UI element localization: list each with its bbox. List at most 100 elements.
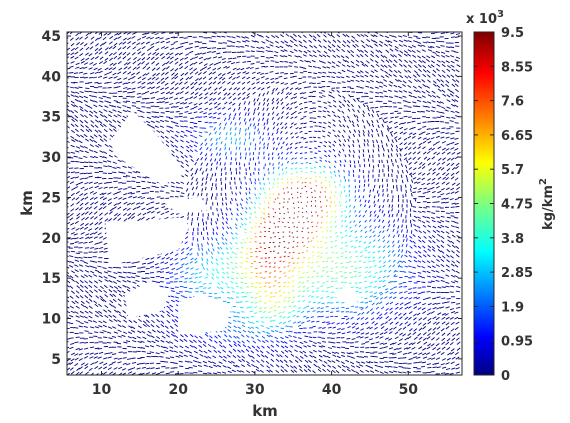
vector-arrow xyxy=(113,192,118,195)
vector-arrow xyxy=(155,116,160,118)
vector-arrow xyxy=(317,315,321,318)
vector-arrow xyxy=(209,97,213,101)
vector-arrow xyxy=(278,290,282,293)
vector-arrow xyxy=(397,102,402,104)
vector-arrow xyxy=(436,351,441,355)
vector-arrow xyxy=(249,241,252,243)
vector-arrow xyxy=(113,114,118,118)
vector-arrow xyxy=(301,266,304,269)
vector-arrow xyxy=(368,241,372,244)
vector-arrow xyxy=(102,324,107,328)
vector-arrow xyxy=(215,237,218,242)
vector-arrow xyxy=(107,160,112,163)
vector-arrow xyxy=(116,342,122,345)
vector-arrow xyxy=(362,129,365,134)
vector-arrow xyxy=(440,240,445,244)
vector-arrow xyxy=(206,193,208,197)
vector-arrow xyxy=(327,351,332,355)
vector-arrow xyxy=(127,331,133,335)
vector-arrow xyxy=(259,350,264,354)
vector-arrow xyxy=(311,251,314,253)
vector-arrow xyxy=(291,275,295,278)
vector-arrow xyxy=(227,107,232,110)
vector-arrow xyxy=(289,142,293,146)
vector-arrow xyxy=(392,264,396,268)
vector-arrow xyxy=(331,291,335,293)
vector-arrow xyxy=(321,345,326,348)
vector-arrow xyxy=(238,102,241,107)
vector-arrow xyxy=(203,350,208,354)
vector-arrow xyxy=(318,358,323,362)
vector-arrow xyxy=(93,216,98,220)
vector-arrow xyxy=(241,349,245,353)
vector-arrow xyxy=(416,297,421,300)
vector-arrow xyxy=(98,207,103,211)
vector-arrow xyxy=(391,168,393,173)
vector-arrow xyxy=(198,340,202,344)
vector-arrow xyxy=(263,201,266,204)
vector-arrow xyxy=(455,303,461,305)
vector-arrow xyxy=(151,185,156,188)
vector-arrow xyxy=(99,155,104,159)
vector-arrow xyxy=(431,337,435,341)
vector-arrow xyxy=(122,175,128,178)
vector-arrow xyxy=(372,276,376,279)
vector-arrow xyxy=(220,208,223,212)
vector-arrow xyxy=(248,101,251,105)
vector-arrow xyxy=(174,334,179,339)
vector-arrow xyxy=(293,369,298,373)
vector-arrow xyxy=(352,108,355,112)
vector-arrow xyxy=(224,166,226,171)
vector-arrow xyxy=(280,130,283,134)
vector-arrow xyxy=(445,274,450,277)
vector-arrow xyxy=(90,72,95,75)
vector-arrow xyxy=(94,115,99,119)
vector-arrow xyxy=(326,257,330,260)
vector-arrow xyxy=(279,315,283,318)
vector-arrow xyxy=(78,358,83,361)
vector-arrow xyxy=(239,121,242,126)
vector-arrow xyxy=(243,101,246,105)
vector-arrow xyxy=(112,326,117,329)
vector-arrow xyxy=(399,322,403,326)
vector-arrow xyxy=(113,100,118,102)
vector-arrow xyxy=(199,354,204,357)
vector-arrow xyxy=(208,338,213,342)
vector-arrow xyxy=(67,137,69,139)
vector-arrow xyxy=(286,178,289,181)
vector-arrow xyxy=(137,81,142,84)
vector-arrow xyxy=(176,267,180,271)
vector-arrow xyxy=(351,322,356,325)
vector-arrow xyxy=(257,128,260,132)
vector-arrow xyxy=(418,327,423,331)
vector-arrow xyxy=(272,208,275,210)
vector-arrow xyxy=(348,130,352,134)
vector-arrow xyxy=(202,360,207,364)
vector-arrow xyxy=(113,357,118,360)
vector-arrow xyxy=(398,96,403,99)
vector-arrow xyxy=(93,231,98,235)
vector-arrow xyxy=(421,162,426,166)
vector-arrow xyxy=(326,302,330,304)
vector-arrow xyxy=(75,371,80,375)
vector-arrow xyxy=(108,186,114,189)
vector-arrow xyxy=(233,87,237,91)
vector-arrow xyxy=(210,218,213,222)
vector-arrow xyxy=(311,221,313,224)
vector-arrow xyxy=(197,243,199,247)
vector-arrow xyxy=(160,271,164,273)
vector-arrow xyxy=(315,320,320,323)
vector-arrow xyxy=(437,190,442,194)
vector-arrow xyxy=(187,216,189,221)
vector-arrow xyxy=(141,86,146,89)
vector-arrow xyxy=(358,275,362,277)
vector-arrow xyxy=(389,130,394,134)
vector-arrow xyxy=(246,339,250,343)
vector-arrow xyxy=(210,187,213,191)
vector-arrow xyxy=(103,271,109,274)
vector-arrow xyxy=(432,302,437,306)
vector-arrow xyxy=(220,257,224,261)
vector-arrow xyxy=(365,364,370,368)
vector-arrow xyxy=(121,160,126,163)
vector-arrow xyxy=(238,146,241,150)
